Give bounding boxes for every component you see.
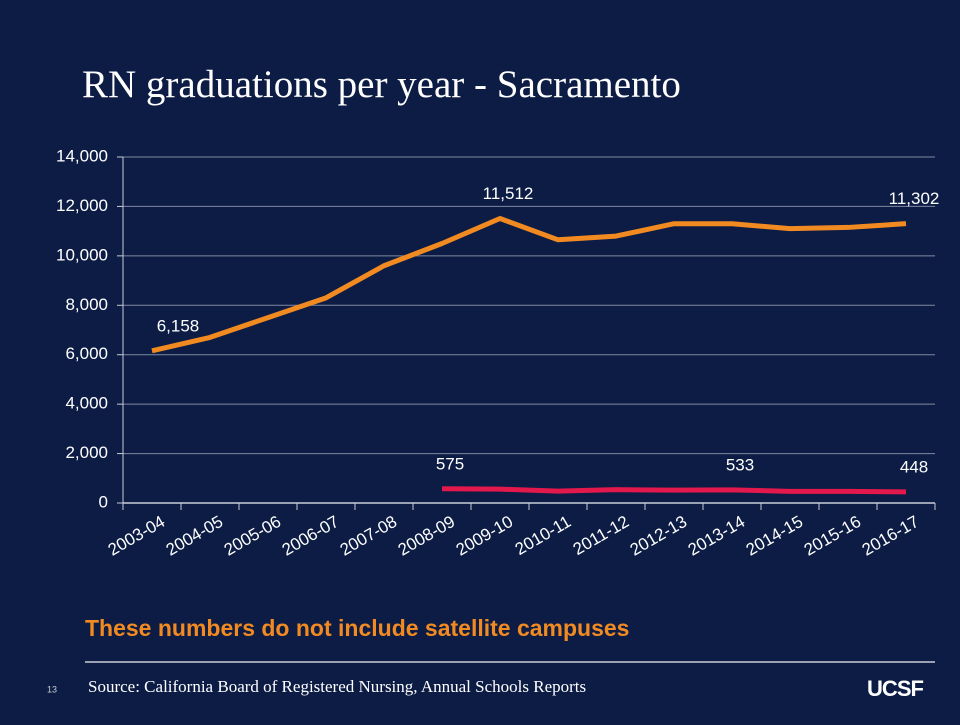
y-tick-label: 6,000 [65, 344, 108, 363]
y-tick-label: 4,000 [65, 394, 108, 413]
series-line [151, 215, 907, 354]
page-number: 13 [47, 684, 57, 694]
note: These numbers do not include satellite c… [85, 615, 629, 641]
data-label: 575 [436, 454, 464, 473]
y-tick-label: 8,000 [65, 295, 108, 314]
y-tick-label: 0 [99, 492, 108, 511]
y-tick-label: 10,000 [56, 245, 108, 264]
logo: UCSF [867, 676, 923, 701]
chart-title: RN graduations per year - Sacramento [82, 63, 681, 106]
y-tick-label: 2,000 [65, 443, 108, 462]
source: Source: California Board of Registered N… [88, 677, 586, 696]
series-line [441, 486, 907, 495]
data-label: 6,158 [157, 316, 200, 335]
data-label: 11,302 [889, 189, 940, 208]
data-label: 448 [900, 457, 928, 476]
y-tick-label: 12,000 [56, 196, 108, 215]
y-tick-label: 14,000 [56, 146, 108, 165]
data-label: 11,512 [483, 184, 534, 203]
data-label: 533 [726, 455, 754, 474]
